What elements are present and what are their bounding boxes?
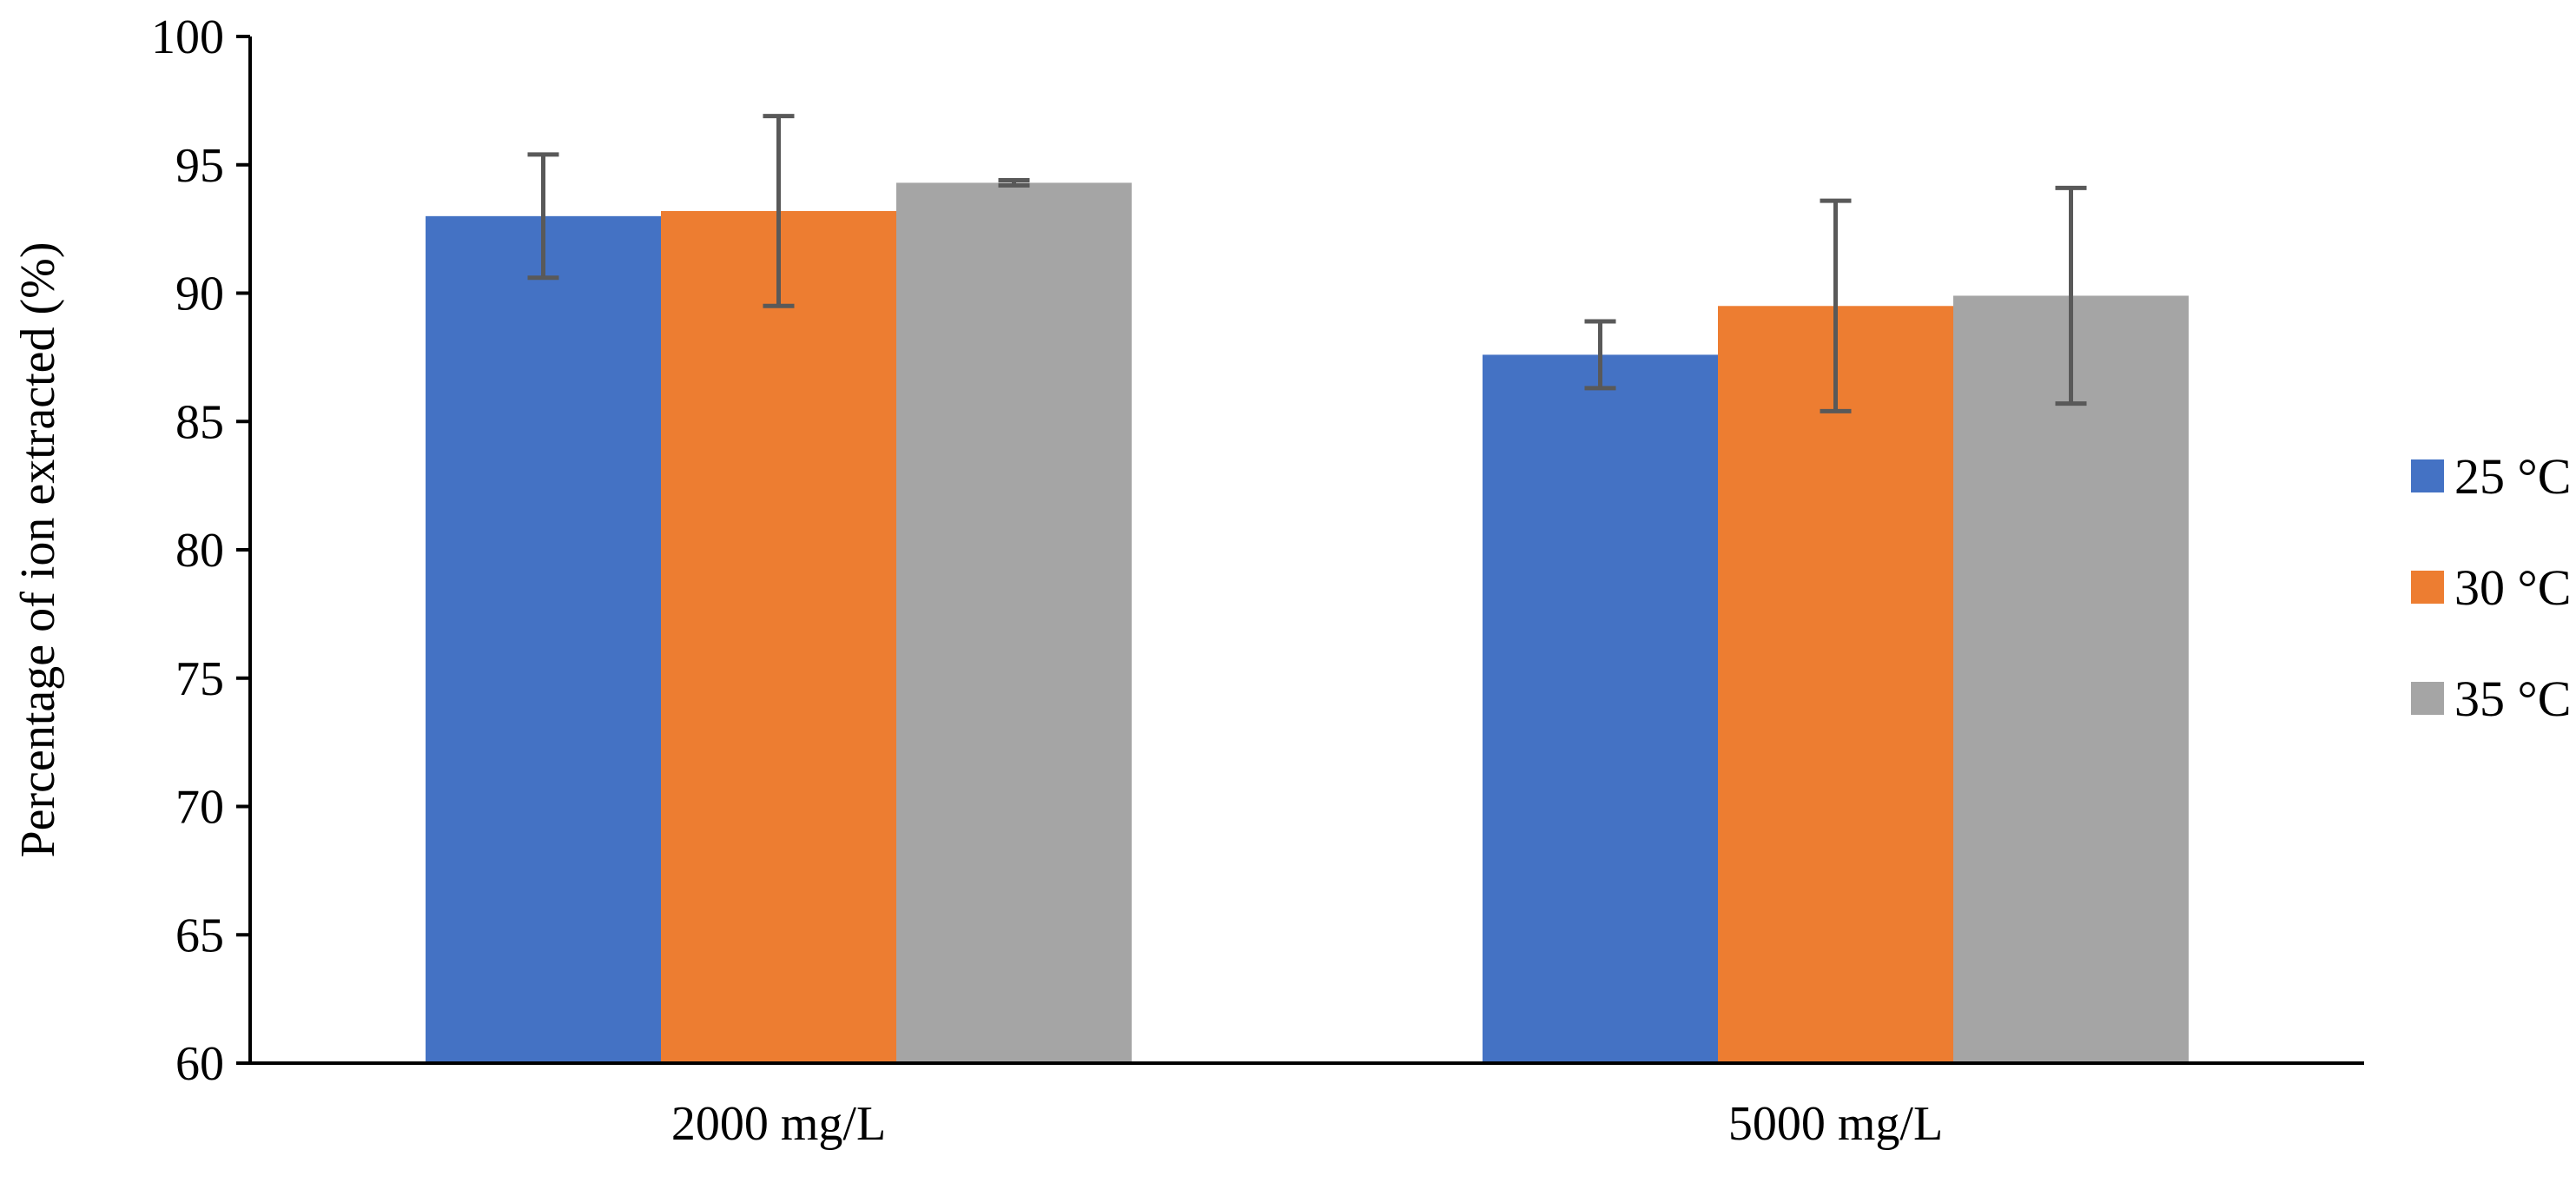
- y-tick-label: 60: [175, 1037, 224, 1091]
- y-tick-label: 70: [175, 781, 224, 835]
- legend-swatch: [2411, 571, 2444, 604]
- bar: [1483, 354, 1718, 1063]
- legend-label: 25 °C: [2454, 448, 2571, 505]
- bar: [426, 215, 661, 1064]
- legend: 25 °C 30 °C 35 °C: [2411, 448, 2571, 727]
- y-ticks-layer: 60 65 70 75 80 85 90 95 100: [151, 10, 250, 1091]
- legend-label: 35 °C: [2454, 671, 2571, 727]
- legend-swatch: [2411, 682, 2444, 715]
- bar: [661, 210, 896, 1063]
- x-tick-label: 5000 mg/L: [1728, 1097, 1943, 1151]
- x-tick-label: 2000 mg/L: [671, 1097, 886, 1151]
- x-ticks-layer: 2000 mg/L 5000 mg/L: [671, 1097, 1943, 1151]
- legend-label: 30 °C: [2454, 559, 2571, 616]
- y-tick-label: 80: [175, 524, 224, 578]
- y-tick-label: 75: [175, 652, 224, 706]
- y-tick-label: 65: [175, 909, 224, 962]
- y-tick-label: 95: [175, 139, 224, 193]
- bar: [896, 182, 1132, 1063]
- y-axis-title: Percentage of ion extracted (%): [11, 242, 65, 858]
- y-tick-label: 90: [175, 268, 224, 321]
- bar: [1953, 295, 2189, 1064]
- y-tick-label: 85: [175, 395, 224, 449]
- y-tick-label: 100: [151, 10, 224, 64]
- error-bars-layer: [527, 114, 2087, 413]
- bars-layer: [426, 182, 2189, 1064]
- bar: [1718, 306, 1953, 1063]
- legend-swatch: [2411, 459, 2444, 492]
